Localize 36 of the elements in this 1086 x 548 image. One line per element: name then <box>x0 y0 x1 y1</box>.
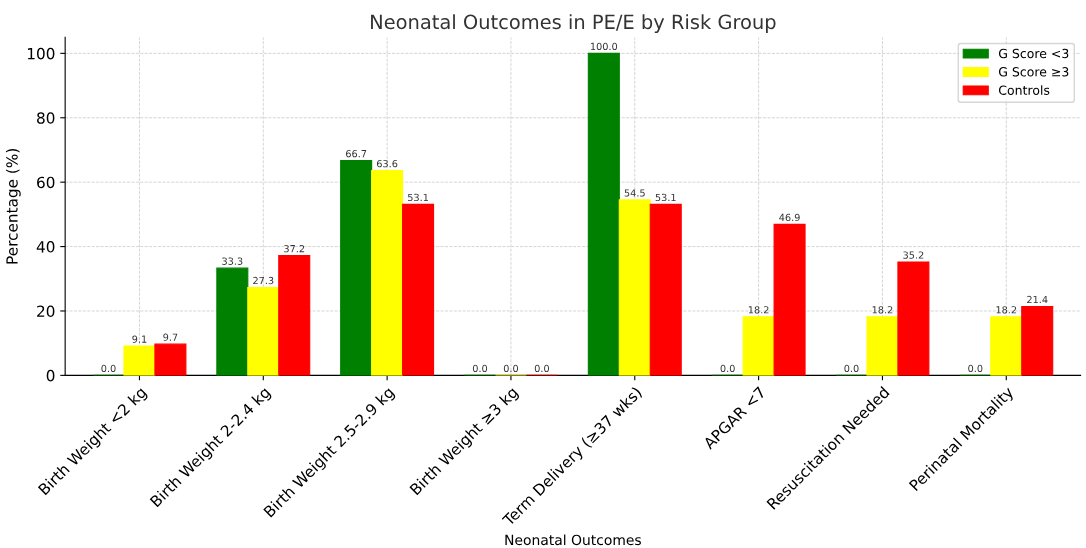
data-label: 18.2 <box>872 306 893 314</box>
data-label: 0.0 <box>844 364 859 373</box>
x-axis-title: Neonatal Outcomes <box>505 534 641 546</box>
data-label: 0.0 <box>968 364 983 373</box>
data-label: 9.1 <box>132 335 147 343</box>
y-tick-label: 40 <box>36 241 55 253</box>
data-label: 100.0 <box>590 42 618 51</box>
data-label: 37.2 <box>284 244 305 253</box>
data-label: 54.5 <box>624 189 645 197</box>
data-label: 53.1 <box>655 193 676 202</box>
data-label: 0.0 <box>472 364 488 373</box>
legend-label: Controls <box>998 85 1050 95</box>
y-tick-label: 100 <box>27 47 55 60</box>
y-tick-label: 20 <box>37 305 55 317</box>
legend-label: G Score ≥3 <box>998 67 1069 77</box>
data-label: 35.2 <box>903 251 924 259</box>
chart-title: Neonatal Outcomes in PE/E by Risk Group <box>371 14 776 33</box>
data-label: 18.2 <box>748 306 769 314</box>
data-label: 27.3 <box>253 276 274 285</box>
data-label: 66.7 <box>346 149 367 158</box>
data-label: 53.1 <box>408 193 428 202</box>
legend-label: G Score <3 <box>998 48 1069 59</box>
data-label: 0.0 <box>101 364 116 373</box>
data-label: 18.2 <box>996 306 1017 314</box>
y-tick-label: 60 <box>37 176 55 189</box>
y-tick-label: 0 <box>46 369 55 382</box>
data-label: 46.9 <box>779 213 800 222</box>
y-tick-label: 80 <box>37 112 55 124</box>
data-label: 9.7 <box>163 333 178 341</box>
data-label: 0.0 <box>720 364 735 373</box>
data-label: 0.0 <box>503 364 519 373</box>
y-axis-title: Percentage (%) <box>5 149 21 264</box>
data-label: 21.4 <box>1027 295 1048 304</box>
data-label: 63.6 <box>376 159 398 168</box>
data-label: 0.0 <box>534 364 549 373</box>
data-label: 33.3 <box>222 257 243 265</box>
